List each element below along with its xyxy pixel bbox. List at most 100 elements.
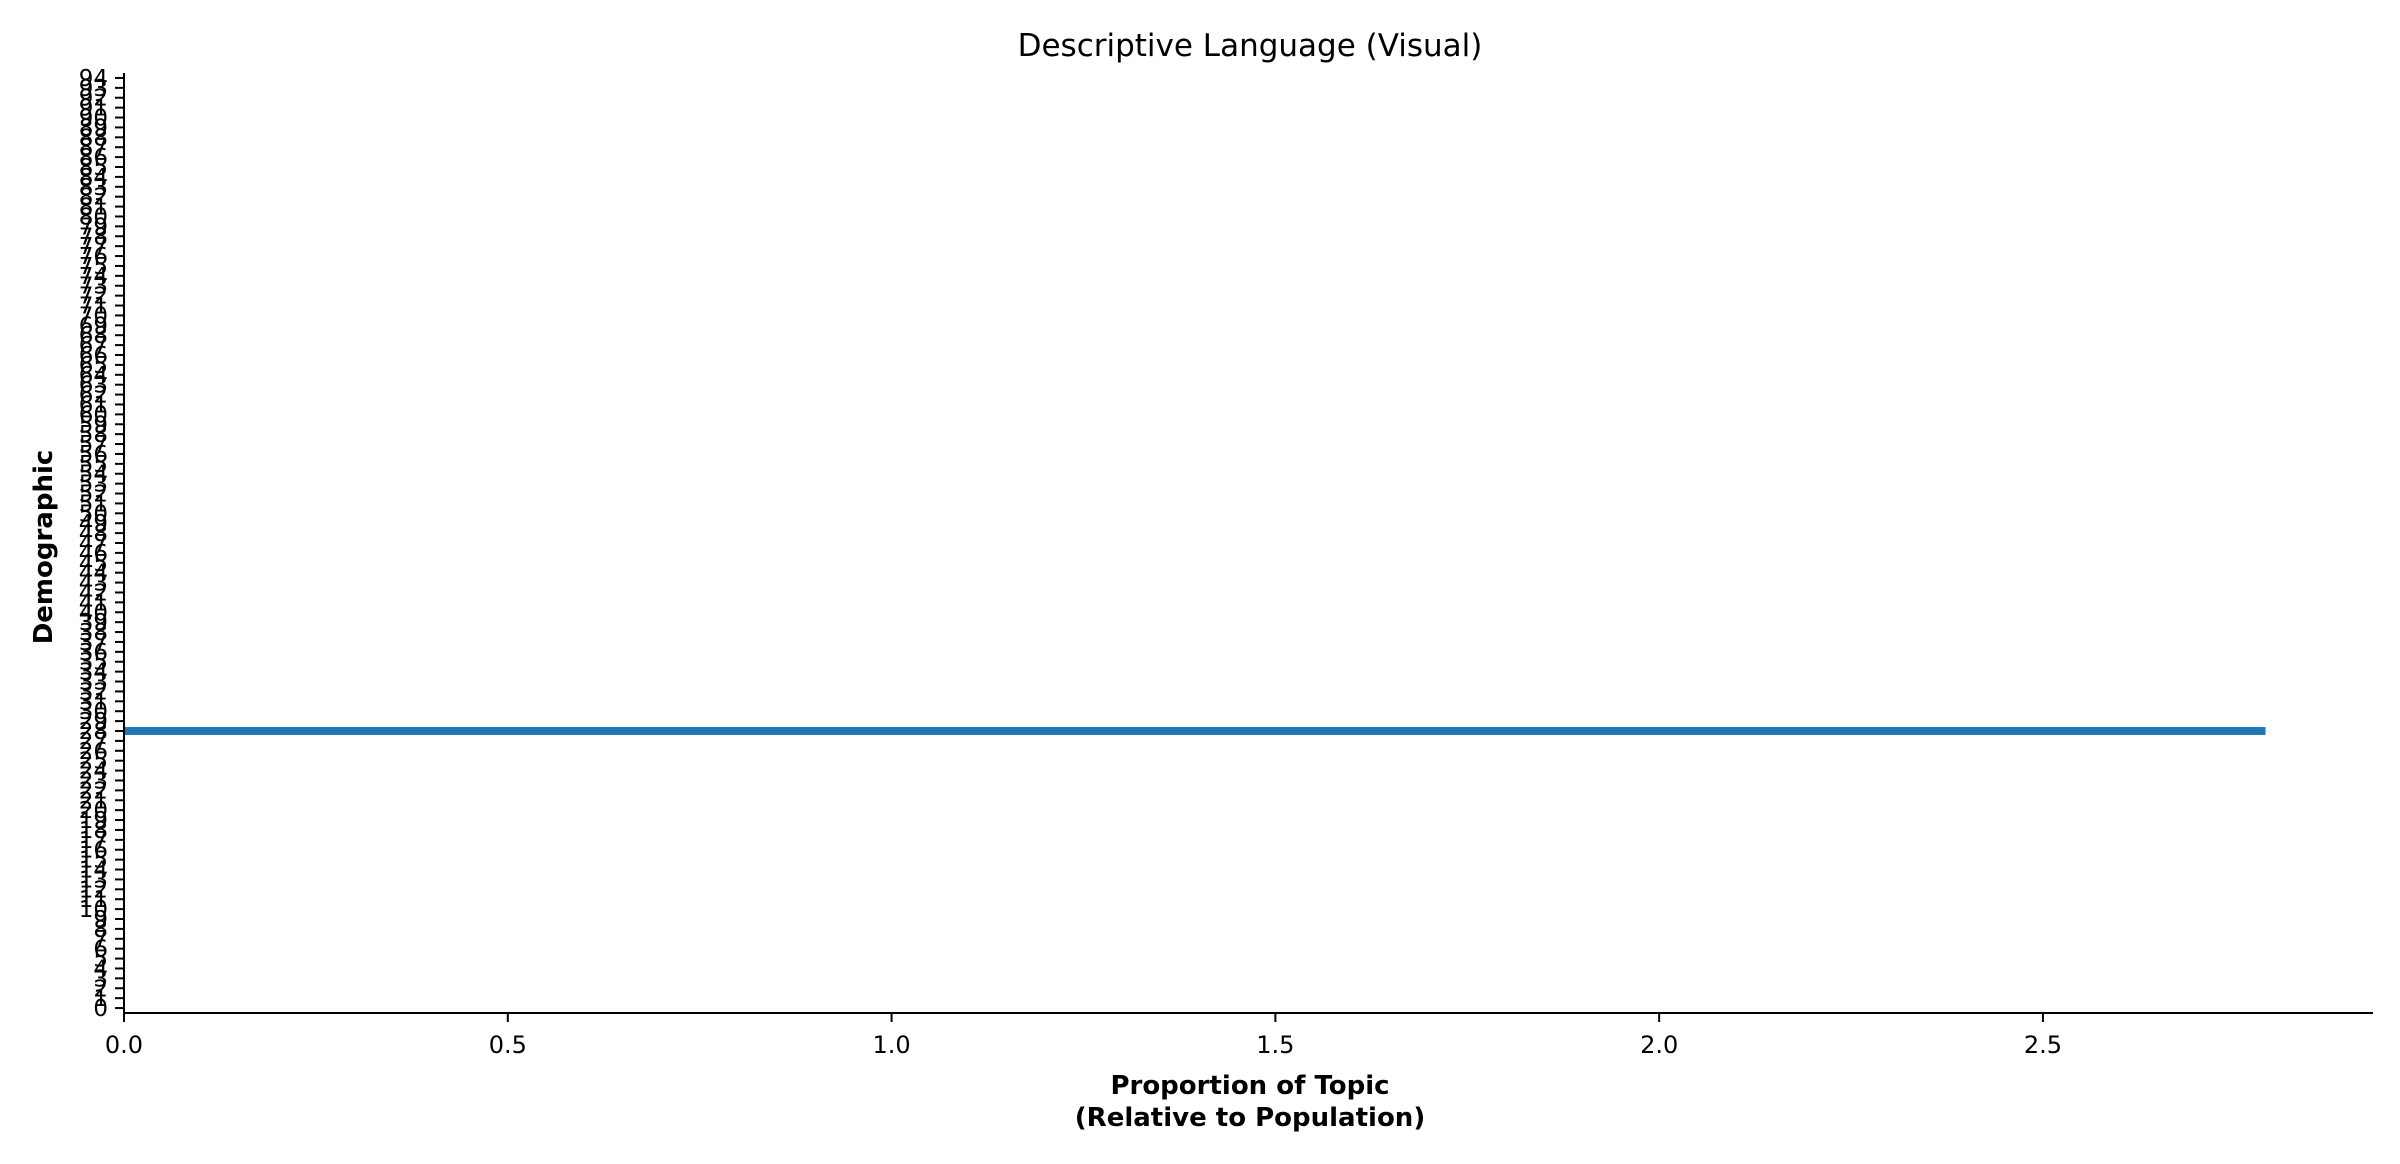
y-tick-label: 38 (79, 620, 108, 646)
y-tick-label: 15 (79, 848, 108, 874)
y-tick-label: 14 (79, 858, 108, 884)
y-tick-label: 61 (79, 392, 108, 418)
x-tick-label: 2.5 (2024, 1031, 2062, 1059)
y-tick-label: 69 (79, 313, 108, 339)
y-tick-label: 27 (79, 729, 108, 755)
y-tick-label: 1 (93, 986, 108, 1012)
y-tick-label: 75 (79, 254, 108, 280)
y-tick-label: 84 (79, 165, 108, 191)
y-tick-label: 36 (79, 640, 108, 666)
y-tick-label: 33 (79, 670, 108, 696)
y-tick-label: 52 (79, 482, 108, 508)
y-tick-label: 72 (79, 284, 108, 310)
y-tick-label: 13 (79, 867, 108, 893)
y-tick-label: 34 (79, 660, 108, 686)
y-tick-label: 23 (79, 768, 108, 794)
x-axis-title-line-2: (Relative to Population) (1075, 1103, 1425, 1133)
y-tick-label: 67 (79, 333, 108, 359)
y-tick-label: 26 (79, 739, 108, 765)
y-tick-label: 57 (79, 432, 108, 458)
y-tick-label: 54 (79, 462, 108, 488)
y-tick-label: 7 (93, 927, 108, 953)
y-tick-label: 21 (79, 788, 108, 814)
y-tick-label: 51 (79, 491, 108, 517)
y-tick-label: 47 (79, 531, 108, 557)
y-tick-label: 74 (79, 264, 108, 290)
x-tick-label: 0.0 (105, 1031, 143, 1059)
y-tick-label: 87 (79, 135, 108, 161)
y-tick-label: 50 (79, 501, 108, 527)
y-tick-label: 82 (79, 185, 108, 211)
y-tick-label: 3 (93, 966, 108, 992)
y-tick-label: 16 (79, 838, 108, 864)
x-tick-label: 1.5 (1256, 1031, 1294, 1059)
y-tick-label: 35 (79, 650, 108, 676)
bars-layer (124, 727, 2266, 735)
x-tick-label: 1.0 (872, 1031, 910, 1059)
y-tick-label: 83 (79, 175, 108, 201)
x-axis-ticks: 0.0 0.5 1.0 1.5 2.0 2.5 (105, 1013, 2062, 1059)
y-tick-label: 8 (93, 917, 108, 943)
y-tick-label: 94 (79, 66, 108, 92)
y-tick-label: 0 (93, 996, 108, 1022)
y-tick-label: 59 (79, 412, 108, 438)
y-tick-label: 12 (79, 877, 108, 903)
y-tick-label: 44 (79, 561, 108, 587)
y-tick-label: 29 (79, 709, 108, 735)
y-tick-label: 73 (79, 274, 108, 300)
y-tick-label: 71 (79, 294, 108, 320)
y-tick-label: 19 (79, 808, 108, 834)
y-tick-label: 79 (79, 214, 108, 240)
y-tick-label: 64 (79, 363, 108, 389)
y-tick-label: 76 (79, 244, 108, 270)
y-tick-label: 30 (79, 699, 108, 725)
y-tick-label: 49 (79, 511, 108, 537)
y-tick-label: 60 (79, 402, 108, 428)
y-tick-label: 11 (79, 887, 108, 913)
y-tick-label: 22 (79, 778, 108, 804)
y-tick-label: 46 (79, 541, 108, 567)
y-tick-label: 45 (79, 551, 108, 577)
y-tick-label: 24 (79, 759, 108, 785)
y-tick-label: 41 (79, 590, 108, 616)
y-tick-label: 9 (93, 907, 108, 933)
y-tick-label: 80 (79, 204, 108, 230)
x-tick-label: 2.0 (1640, 1031, 1678, 1059)
y-tick-label: 28 (79, 719, 108, 745)
bar-28 (124, 727, 2266, 735)
y-tick-label: 31 (79, 689, 108, 715)
y-tick-label: 63 (79, 373, 108, 399)
y-tick-label: 42 (79, 580, 108, 606)
y-tick-label: 40 (79, 600, 108, 626)
y-tick-label: 88 (79, 125, 108, 151)
y-tick-label: 85 (79, 155, 108, 181)
y-tick-label: 65 (79, 353, 108, 379)
y-tick-label: 53 (79, 472, 108, 498)
y-tick-label: 20 (79, 798, 108, 824)
y-tick-label: 32 (79, 679, 108, 705)
y-tick-label: 66 (79, 343, 108, 369)
y-tick-label: 86 (79, 145, 108, 171)
y-tick-label: 92 (79, 86, 108, 112)
x-tick-label: 0.5 (489, 1031, 527, 1059)
y-tick-label: 81 (79, 195, 108, 221)
y-tick-label: 6 (93, 937, 108, 963)
y-tick-label: 5 (93, 947, 108, 973)
y-tick-label: 10 (79, 897, 108, 923)
y-tick-label: 17 (79, 828, 108, 854)
chart-title: Descriptive Language (Visual) (1018, 28, 1483, 64)
y-tick-label: 62 (79, 383, 108, 409)
y-tick-label: 37 (79, 630, 108, 656)
y-tick-label: 2 (93, 976, 108, 1002)
y-axis-ticks: 0123456789101112131415161718192021222324… (79, 66, 124, 1022)
y-tick-label: 70 (79, 303, 108, 329)
y-tick-label: 18 (79, 818, 108, 844)
x-axis-title-line-1: Proportion of Topic (1110, 1071, 1389, 1101)
y-tick-label: 89 (79, 115, 108, 141)
y-tick-label: 90 (79, 106, 108, 132)
y-tick-label: 68 (79, 323, 108, 349)
y-tick-label: 4 (93, 956, 108, 982)
y-tick-label: 93 (79, 76, 108, 102)
y-tick-label: 56 (79, 442, 108, 468)
